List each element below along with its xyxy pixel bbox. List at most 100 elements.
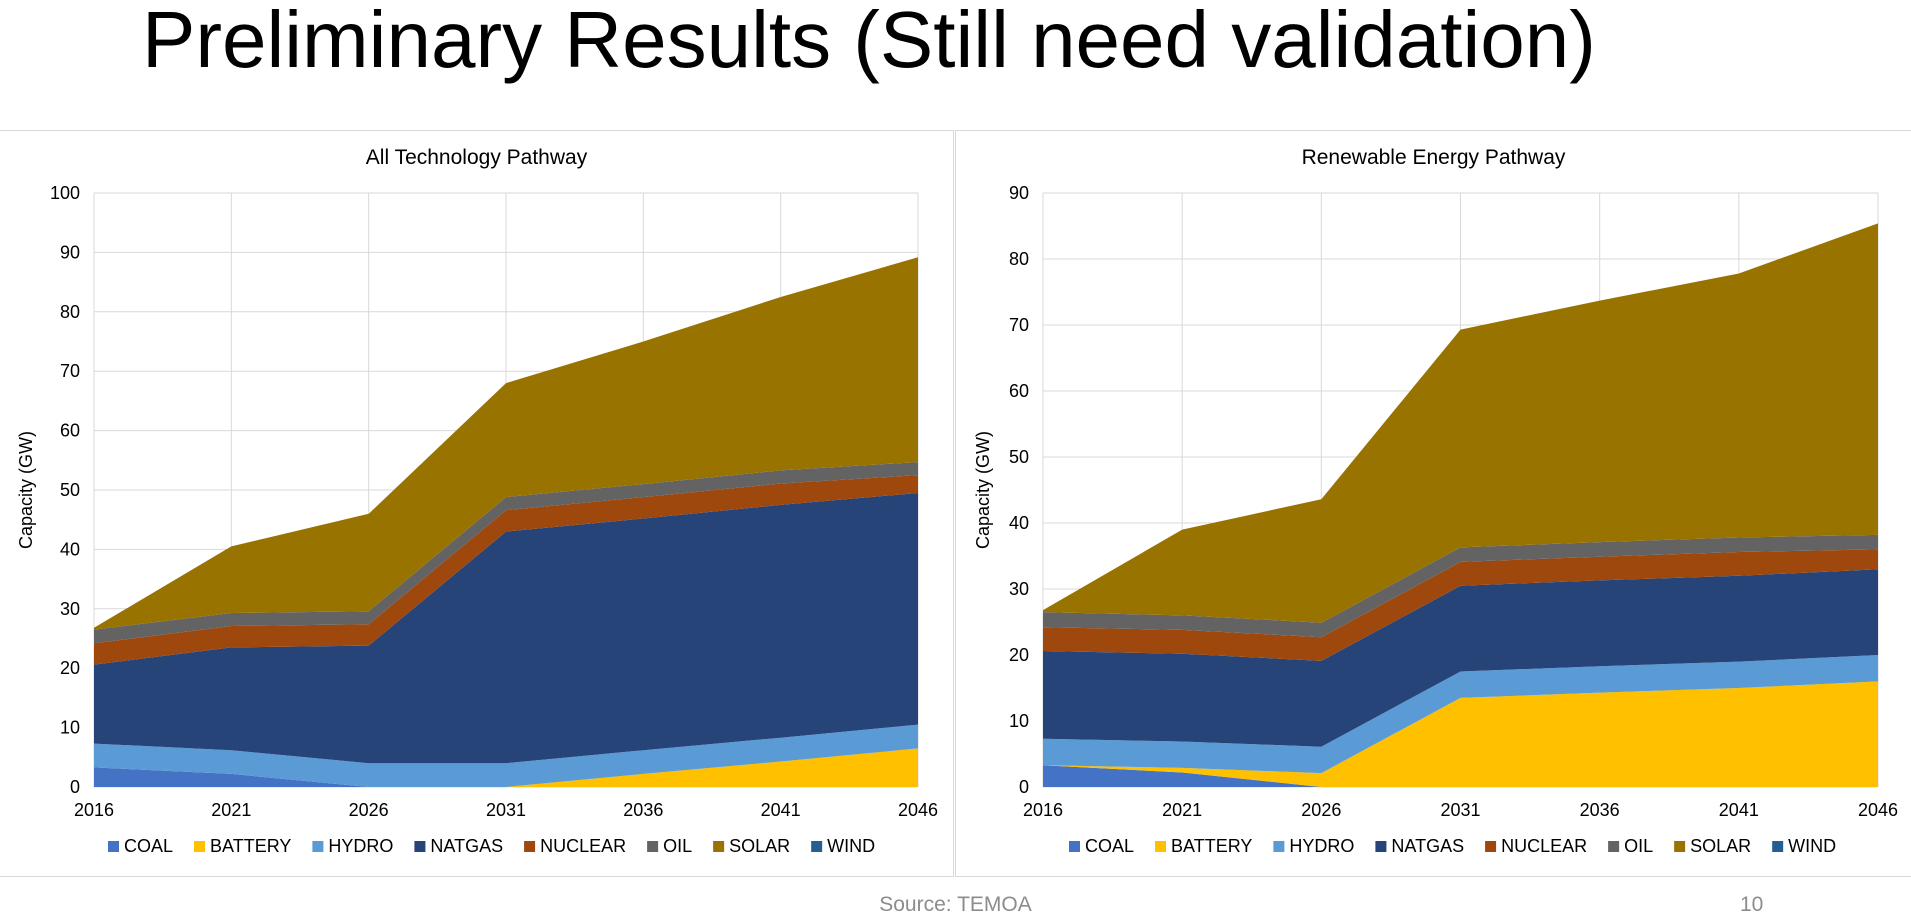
legend-item-hydro: HYDRO: [1273, 836, 1354, 856]
legend-label: SOLAR: [729, 836, 790, 856]
area-natgas: [94, 493, 918, 764]
y-tick-label: 20: [1009, 645, 1029, 665]
page-number: 10: [1740, 893, 1764, 916]
legend-label: OIL: [663, 836, 692, 856]
y-tick-label: 60: [60, 421, 80, 441]
legend-label: COAL: [124, 836, 173, 856]
legend-label: NATGAS: [1391, 836, 1464, 856]
source-note: Source: TEMOA: [879, 893, 1032, 916]
legend-label: BATTERY: [1171, 836, 1252, 856]
legend-label: OIL: [1624, 836, 1653, 856]
area-coal: [1043, 765, 1878, 787]
legend-label: HYDRO: [328, 836, 393, 856]
area-battery: [94, 748, 918, 787]
legend-item-battery: BATTERY: [194, 836, 291, 856]
legend-swatch: [713, 841, 725, 852]
legend-swatch: [1772, 841, 1784, 852]
area-oil: [94, 462, 918, 644]
legend-item-natgas: NATGAS: [1375, 836, 1464, 856]
y-tick-label: 20: [60, 658, 80, 678]
x-tick-label: 2016: [1023, 800, 1063, 820]
legend-label: BATTERY: [210, 836, 291, 856]
legend-item-coal: COAL: [1069, 836, 1134, 856]
legend-item-nuclear: NUCLEAR: [1485, 836, 1587, 856]
y-axis-label: Capacity (GW): [973, 431, 993, 549]
legend-label: COAL: [1085, 836, 1134, 856]
y-tick-label: 0: [1019, 777, 1029, 797]
x-tick-label: 2041: [1719, 800, 1759, 820]
slide-title: Preliminary Results (Still need validati…: [142, 0, 1596, 84]
legend-swatch: [1375, 841, 1387, 852]
y-axis-label: Capacity (GW): [16, 431, 36, 549]
area-natgas: [1043, 569, 1878, 747]
chart-panel-renewable-energy: Renewable Energy Pathway 0 10 20 30 40 50 60 70 8…: [955, 130, 1911, 877]
legend-swatch: [1485, 841, 1497, 852]
y-tick-label: 80: [1009, 249, 1029, 269]
x-tick-label: 2031: [486, 800, 526, 820]
chart-title: Renewable Energy Pathway: [1302, 146, 1566, 169]
area-nuclear: [94, 475, 918, 665]
y-tick-label: 10: [1009, 711, 1029, 731]
legend-item-nuclear: NUCLEAR: [524, 836, 626, 856]
x-tick-label: 2046: [1858, 800, 1898, 820]
y-tick-label: 30: [60, 599, 80, 619]
x-tick-label: 2021: [211, 800, 251, 820]
legend-label: NUCLEAR: [540, 836, 626, 856]
area-hydro: [94, 724, 918, 787]
legend-item-solar: SOLAR: [713, 836, 790, 856]
legend-item-oil: OIL: [1608, 836, 1653, 856]
x-tick-label: 2036: [623, 800, 663, 820]
y-tick-label: 90: [60, 242, 80, 262]
y-tick-label: 40: [1009, 513, 1029, 533]
legend-item-battery: BATTERY: [1155, 836, 1252, 856]
y-tick-label: 10: [60, 718, 80, 738]
legend-label: NATGAS: [430, 836, 503, 856]
y-tick-label: 100: [50, 183, 80, 203]
legend-label: NUCLEAR: [1501, 836, 1587, 856]
legend-label: WIND: [1788, 836, 1836, 856]
x-tick-label: 2026: [349, 800, 389, 820]
legend-swatch: [647, 841, 659, 852]
legend-swatch: [1273, 841, 1285, 852]
x-tick-label: 2041: [761, 800, 801, 820]
legend-item-wind: WIND: [1772, 836, 1836, 856]
area-oil: [1043, 534, 1878, 638]
x-tick-label: 2016: [74, 800, 114, 820]
y-tick-label: 50: [1009, 447, 1029, 467]
area-coal: [94, 767, 918, 787]
legend-swatch: [1155, 841, 1167, 852]
area-solar: [1043, 223, 1878, 623]
legend-swatch: [1608, 841, 1620, 852]
chart-panel-all-technology: All Technology Pathway 0 10 20 30 40 50 60 70 80 9…: [0, 130, 954, 877]
x-tick-label: 2031: [1440, 800, 1480, 820]
legend-swatch: [194, 841, 206, 852]
y-tick-label: 60: [1009, 381, 1029, 401]
x-tick-label: 2046: [898, 800, 938, 820]
legend-label: HYDRO: [1289, 836, 1354, 856]
legend-swatch: [312, 841, 324, 852]
y-tick-label: 80: [60, 302, 80, 322]
y-tick-label: 90: [1009, 183, 1029, 203]
legend-item-hydro: HYDRO: [312, 836, 393, 856]
legend-label: WIND: [827, 836, 875, 856]
y-tick-label: 70: [1009, 315, 1029, 335]
area-nuclear: [1043, 549, 1878, 661]
y-tick-label: 40: [60, 539, 80, 559]
legend-label: SOLAR: [1690, 836, 1751, 856]
legend-item-oil: OIL: [647, 836, 692, 856]
legend-swatch: [108, 841, 119, 852]
legend-swatch: [414, 841, 426, 852]
x-tick-label: 2036: [1580, 800, 1620, 820]
chart-title: All Technology Pathway: [366, 146, 588, 169]
legend-item-natgas: NATGAS: [414, 836, 503, 856]
legend-item-solar: SOLAR: [1674, 836, 1751, 856]
legend-swatch: [811, 841, 823, 852]
area-solar: [94, 257, 918, 630]
area-battery: [1043, 681, 1878, 787]
x-tick-label: 2021: [1162, 800, 1202, 820]
chart-all-technology: All Technology Pathway 0 10 20 30 40 50 60 70 80 9…: [16, 146, 938, 856]
y-tick-label: 50: [60, 480, 80, 500]
y-tick-label: 70: [60, 361, 80, 381]
legend-swatch: [524, 841, 536, 852]
legend-swatch: [1674, 841, 1686, 852]
